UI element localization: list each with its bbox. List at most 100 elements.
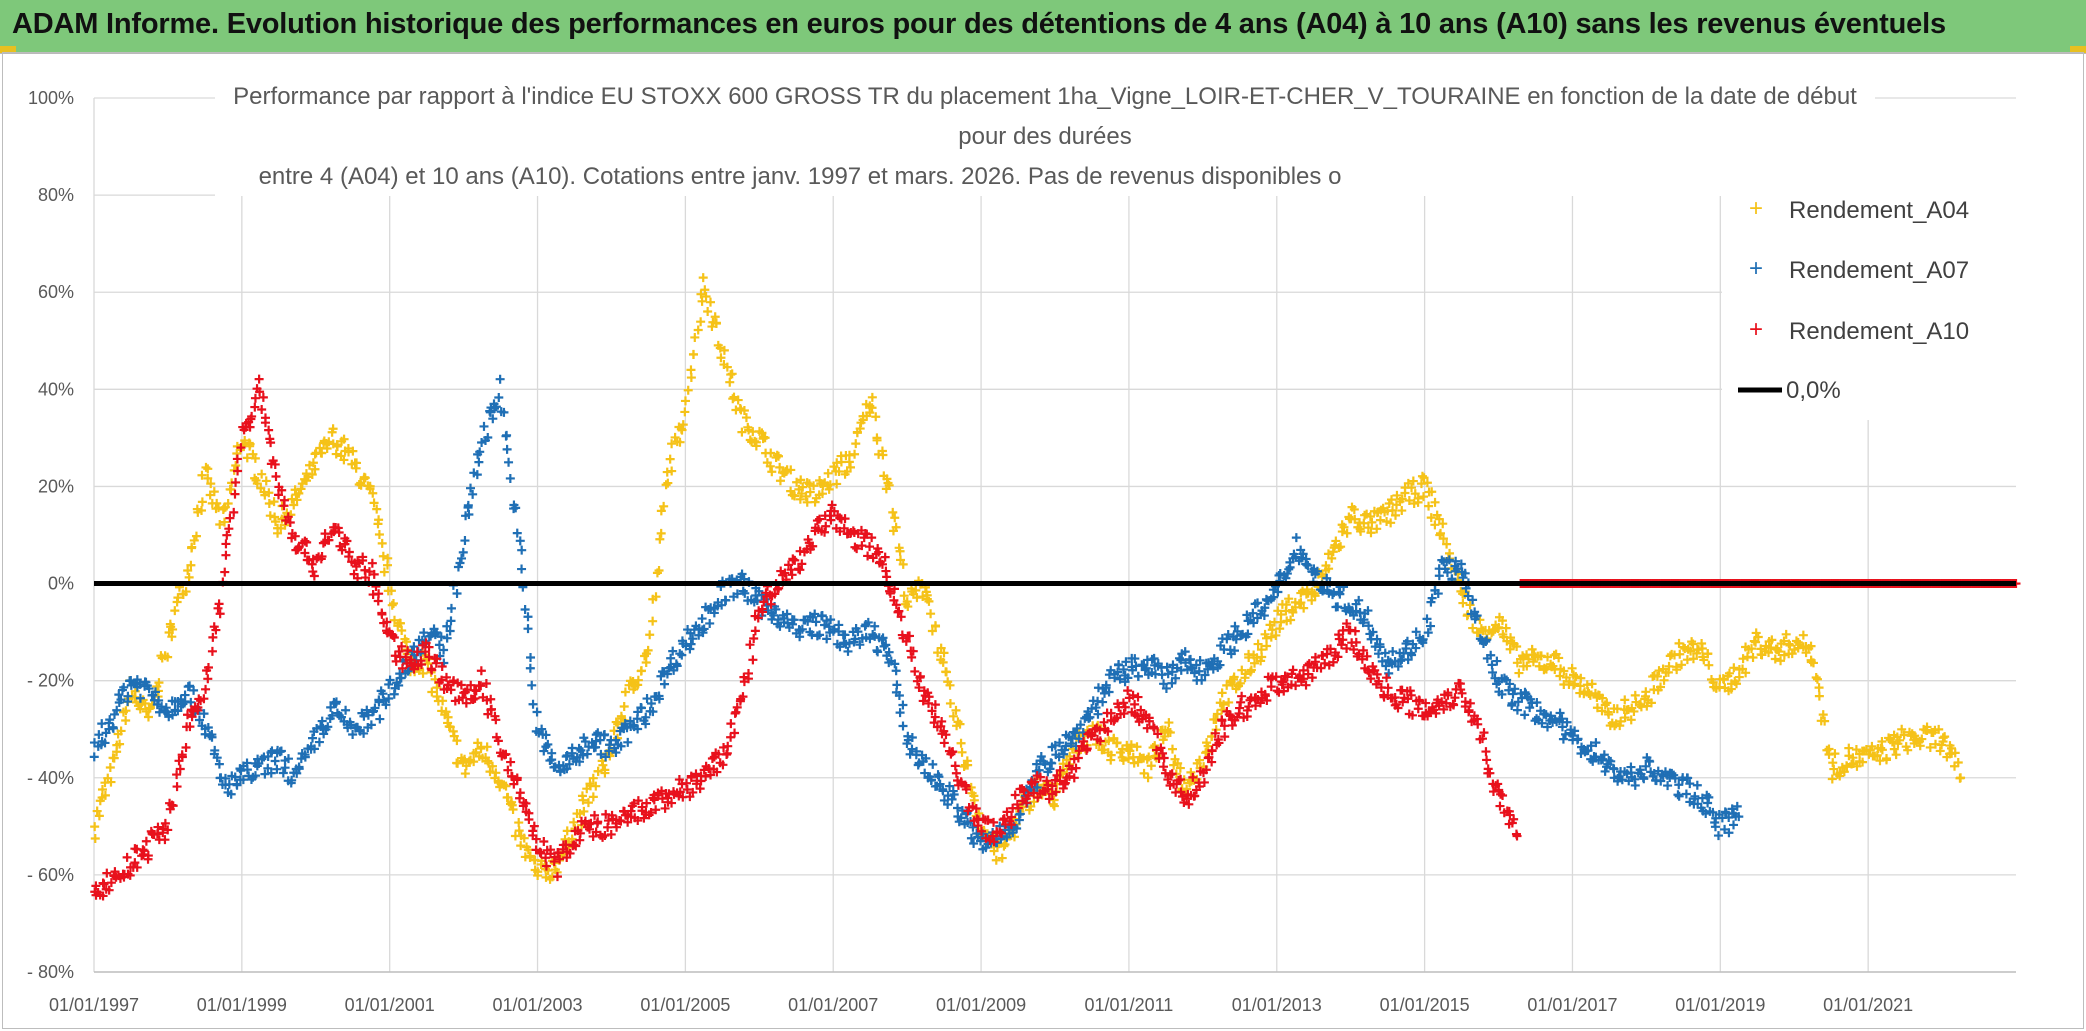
data-point [201, 462, 211, 472]
data-point [732, 702, 742, 712]
data-point [1365, 512, 1375, 522]
data-point [1224, 697, 1234, 707]
data-point [199, 709, 209, 719]
data-point [1337, 640, 1346, 650]
data-point [686, 373, 696, 383]
data-point [1713, 831, 1723, 841]
data-point [1180, 647, 1190, 657]
data-point [569, 817, 579, 827]
data-point [976, 826, 986, 836]
data-point [1505, 644, 1515, 654]
data-point [529, 821, 539, 831]
data-point [798, 482, 808, 492]
data-point [307, 469, 317, 479]
data-point [1557, 722, 1567, 732]
data-point [1363, 523, 1373, 533]
data-point [375, 714, 385, 724]
data-point [437, 661, 447, 671]
data-point [727, 369, 737, 379]
data-point [1229, 646, 1239, 656]
data-point [409, 642, 419, 652]
data-point [1013, 803, 1023, 813]
data-point [744, 425, 754, 435]
data-point [1458, 598, 1468, 608]
data-point [1460, 697, 1470, 707]
data-point [665, 454, 675, 464]
data-point [775, 462, 785, 472]
data-point [331, 697, 341, 707]
data-point [384, 694, 394, 704]
data-point [1586, 741, 1596, 751]
data-point [643, 645, 653, 655]
data-point [339, 434, 349, 444]
data-point [1419, 473, 1429, 483]
data-point [285, 518, 295, 528]
data-point [924, 596, 934, 606]
data-point [834, 627, 844, 637]
data-point [1891, 750, 1901, 760]
data-point [265, 511, 275, 521]
data-point [1597, 706, 1607, 716]
data-point [1255, 698, 1265, 708]
data-point [1812, 674, 1822, 684]
data-point [1271, 630, 1281, 640]
data-point [1299, 674, 1309, 684]
data-point [1000, 839, 1010, 849]
data-point [1301, 680, 1311, 690]
data-point [867, 533, 877, 543]
data-point [1149, 723, 1159, 733]
data-point [1488, 667, 1498, 677]
data-point [593, 817, 603, 827]
data-point [1291, 533, 1301, 543]
data-point [683, 385, 693, 395]
data-point [388, 598, 398, 608]
data-point [562, 764, 572, 774]
data-point [238, 775, 248, 785]
data-point [1023, 790, 1033, 800]
data-point [1514, 668, 1524, 678]
data-point [506, 757, 516, 767]
x-tick-label: 01/01/2017 [1527, 995, 1617, 1015]
data-point [1036, 752, 1046, 762]
data-point [442, 633, 452, 643]
data-point [141, 836, 151, 846]
data-point [1417, 471, 1427, 481]
data-point [1119, 708, 1129, 718]
data-point [885, 588, 895, 598]
data-point [503, 765, 513, 775]
data-point [894, 691, 904, 701]
data-point [1609, 764, 1619, 774]
data-point [1903, 745, 1913, 755]
data-point [1230, 621, 1240, 631]
data-point [850, 542, 860, 552]
data-point [144, 684, 154, 694]
data-point [945, 781, 955, 791]
data-point [908, 646, 918, 656]
data-point [591, 730, 601, 740]
data-point [1877, 737, 1887, 747]
data-point [890, 659, 900, 669]
data-point [231, 477, 241, 487]
data-point [1753, 632, 1763, 642]
data-point [1620, 695, 1630, 705]
data-point [1415, 696, 1425, 706]
data-point [1731, 679, 1741, 689]
data-point [911, 585, 921, 595]
data-point [112, 705, 122, 715]
legend-label-a04: Rendement_A04 [1789, 197, 1969, 224]
data-point [1237, 630, 1247, 640]
data-point [300, 536, 310, 546]
data-point [1413, 493, 1423, 503]
data-point [928, 759, 938, 769]
data-point [1388, 505, 1398, 515]
data-point [1938, 733, 1948, 743]
data-point [119, 682, 129, 692]
data-point [590, 810, 600, 820]
data-point [508, 804, 518, 814]
data-point [844, 638, 854, 648]
data-point [1262, 633, 1271, 643]
data-point [1439, 704, 1449, 714]
data-point [1488, 787, 1498, 797]
data-point [680, 396, 690, 406]
data-point [1818, 710, 1828, 720]
